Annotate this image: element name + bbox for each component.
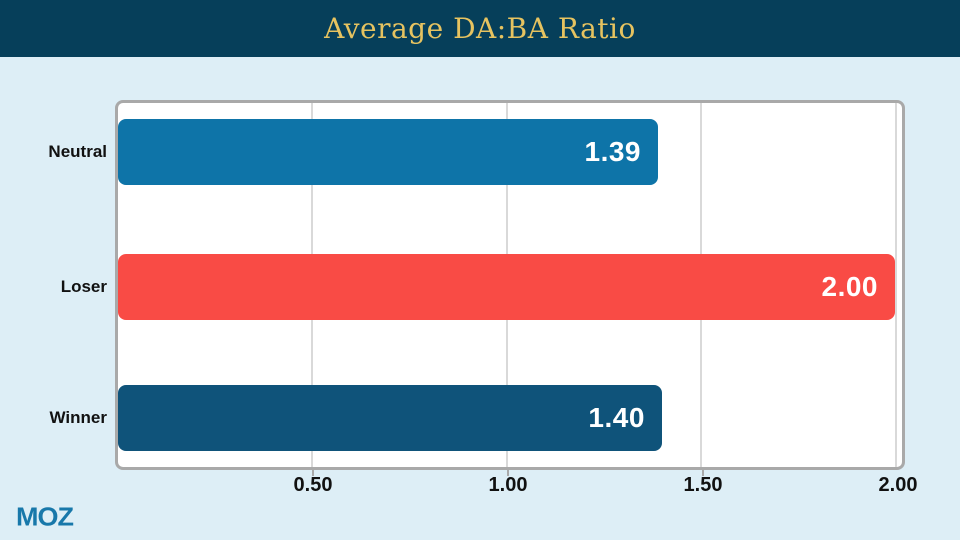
bar-row-winner: 1.40: [118, 385, 895, 451]
bar-row-loser: 2.00: [118, 254, 895, 320]
bar-value-label: 1.39: [584, 136, 641, 167]
bar-loser: 2.00: [118, 254, 895, 320]
tick-label-0.50: 0.50: [293, 474, 333, 496]
tick-mark: [507, 469, 509, 476]
tick-label-2.00: 2.00: [878, 474, 918, 496]
tick-mark: [312, 469, 314, 476]
tick-label-1.00: 1.00: [488, 474, 528, 496]
x-axis-labels: 0.50 1.00 1.50 2.00: [118, 474, 918, 502]
chart-title: Average DA:BA Ratio: [324, 12, 636, 45]
plot-area: 1.39 2.00 1.40: [118, 103, 897, 467]
tick-label-1.50: 1.50: [683, 474, 723, 496]
category-label-loser: Loser: [60, 277, 107, 296]
plot-panel: 1.39 2.00 1.40: [115, 100, 905, 470]
bar-row-neutral: 1.39: [118, 119, 895, 185]
title-bar: Average DA:BA Ratio: [0, 0, 960, 57]
category-label-neutral: Neutral: [48, 142, 107, 161]
tick-mark: [702, 469, 704, 476]
bar-neutral: 1.39: [118, 119, 658, 185]
bar-value-label: 1.40: [588, 402, 645, 433]
bar-winner: 1.40: [118, 385, 662, 451]
category-label-winner: Winner: [49, 408, 107, 427]
x-axis-tick-marks: [118, 469, 898, 477]
bar-value-label: 2.00: [821, 271, 878, 302]
moz-logo: MOZ: [16, 502, 74, 532]
category-axis: Neutral Loser Winner: [0, 0, 107, 540]
